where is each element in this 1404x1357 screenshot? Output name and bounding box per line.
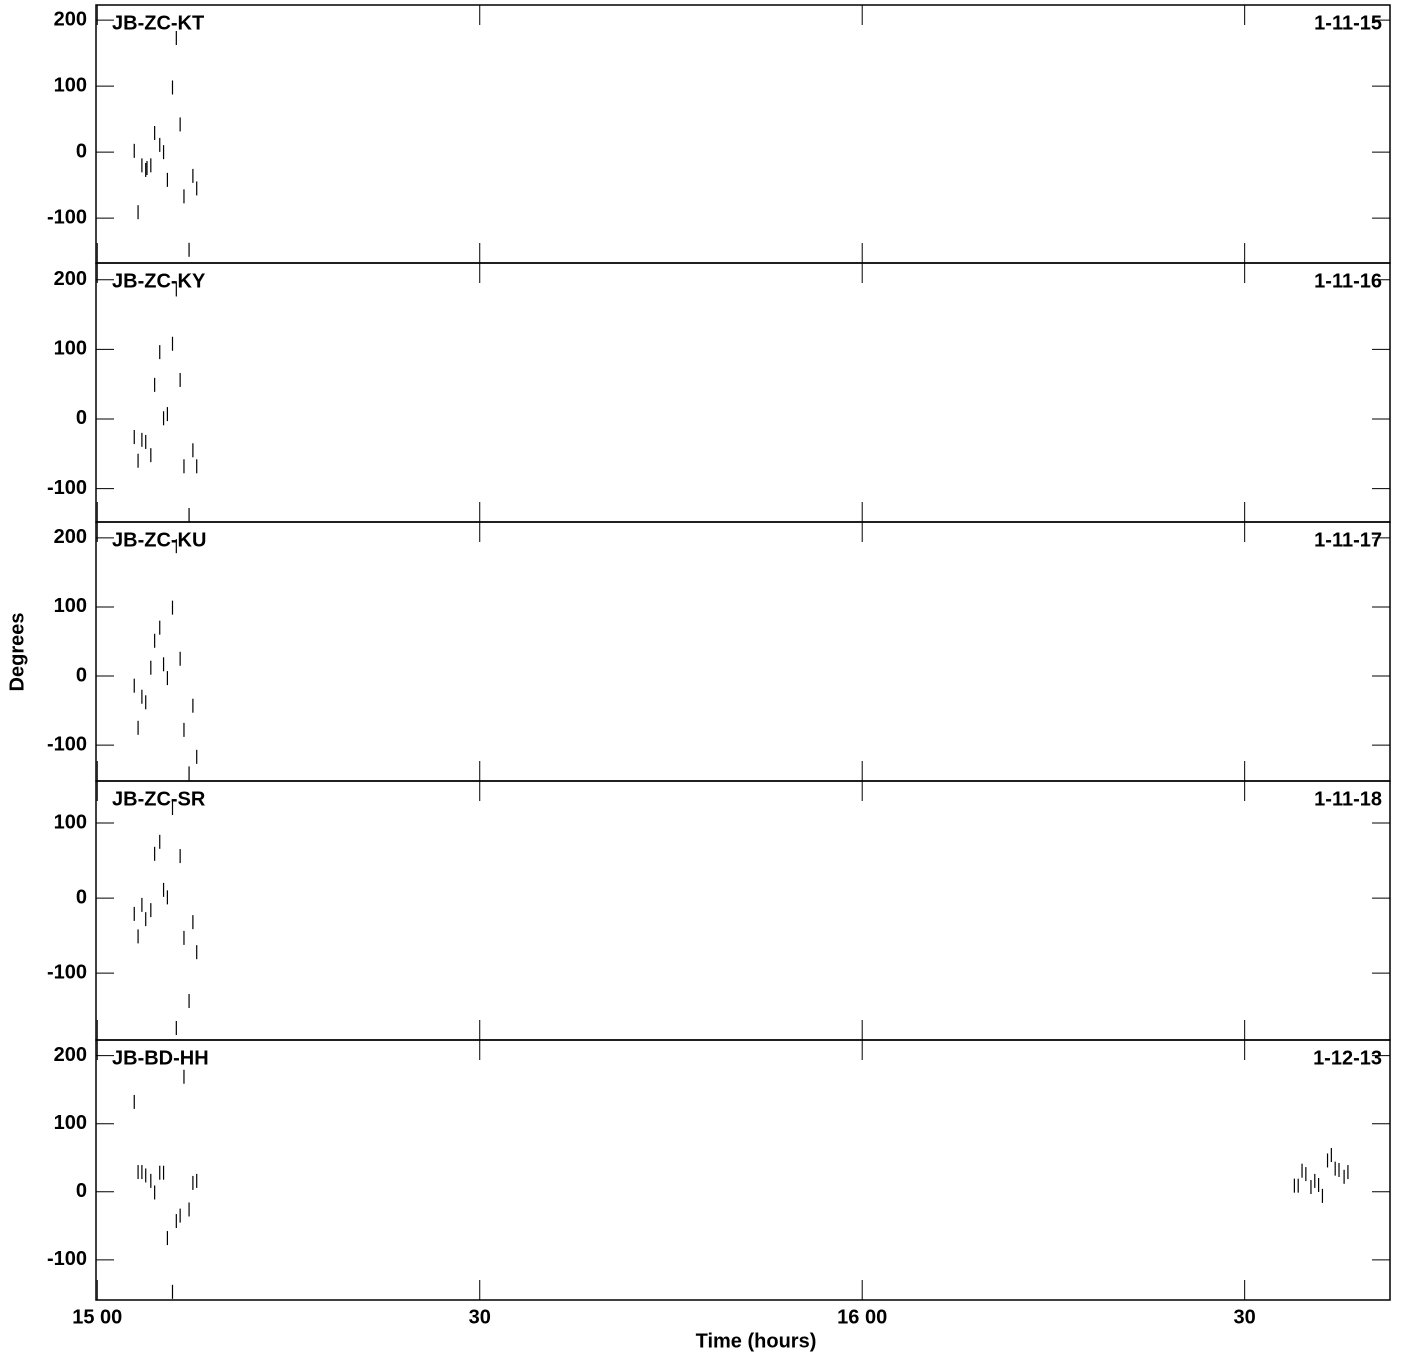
y-tick-label: 200	[54, 1044, 87, 1066]
panel-frame	[95, 521, 1391, 782]
y-tick-label: 0	[76, 140, 87, 162]
y-tick-label: 100	[54, 338, 87, 360]
panel-frame	[95, 780, 1391, 1041]
panel-label: JB-BD-HH	[112, 1047, 209, 1069]
y-tick-label: 100	[54, 595, 87, 617]
x-axis-label: Time (hours)	[696, 1330, 817, 1352]
x-tick-label: 30	[1234, 1306, 1256, 1328]
y-tick-label: -100	[47, 206, 87, 228]
y-tick-label: -100	[47, 961, 87, 983]
y-tick-label: 0	[76, 407, 87, 429]
x-tick-label: 15 00	[72, 1306, 122, 1328]
y-tick-label: 0	[76, 886, 87, 908]
x-tick-label: 16 00	[837, 1306, 887, 1328]
y-tick-label: 200	[54, 268, 87, 290]
panel-label: JB-ZC-KT	[112, 12, 204, 34]
panel-date: 1-11-15	[1314, 12, 1382, 34]
y-axis-label: Degrees	[6, 613, 28, 692]
panel-label: JB-ZC-KU	[112, 529, 206, 551]
y-tick-label: 200	[54, 8, 87, 30]
y-tick-label: 100	[54, 74, 87, 96]
y-tick-label: 200	[54, 526, 87, 548]
x-tick-label: 30	[469, 1306, 491, 1328]
y-tick-label: -100	[47, 477, 87, 499]
y-tick-label: 100	[54, 811, 87, 833]
y-tick-label: -100	[47, 1248, 87, 1270]
y-tick-label: 0	[76, 1180, 87, 1202]
y-tick-label: -100	[47, 733, 87, 755]
panel-label: JB-ZC-KY	[112, 270, 206, 292]
panel-date: 1-11-17	[1314, 529, 1382, 551]
panel-date: 1-11-16	[1314, 270, 1382, 292]
panel-date: 1-12-13	[1313, 1047, 1382, 1069]
panel-date: 1-11-18	[1314, 788, 1382, 810]
panel-frame	[95, 262, 1391, 523]
y-tick-label: 0	[76, 664, 87, 686]
panel-label: JB-ZC-SR	[112, 788, 206, 810]
panel-frame	[95, 4, 1391, 264]
y-tick-label: 100	[54, 1112, 87, 1134]
panel-frame	[95, 1039, 1391, 1301]
